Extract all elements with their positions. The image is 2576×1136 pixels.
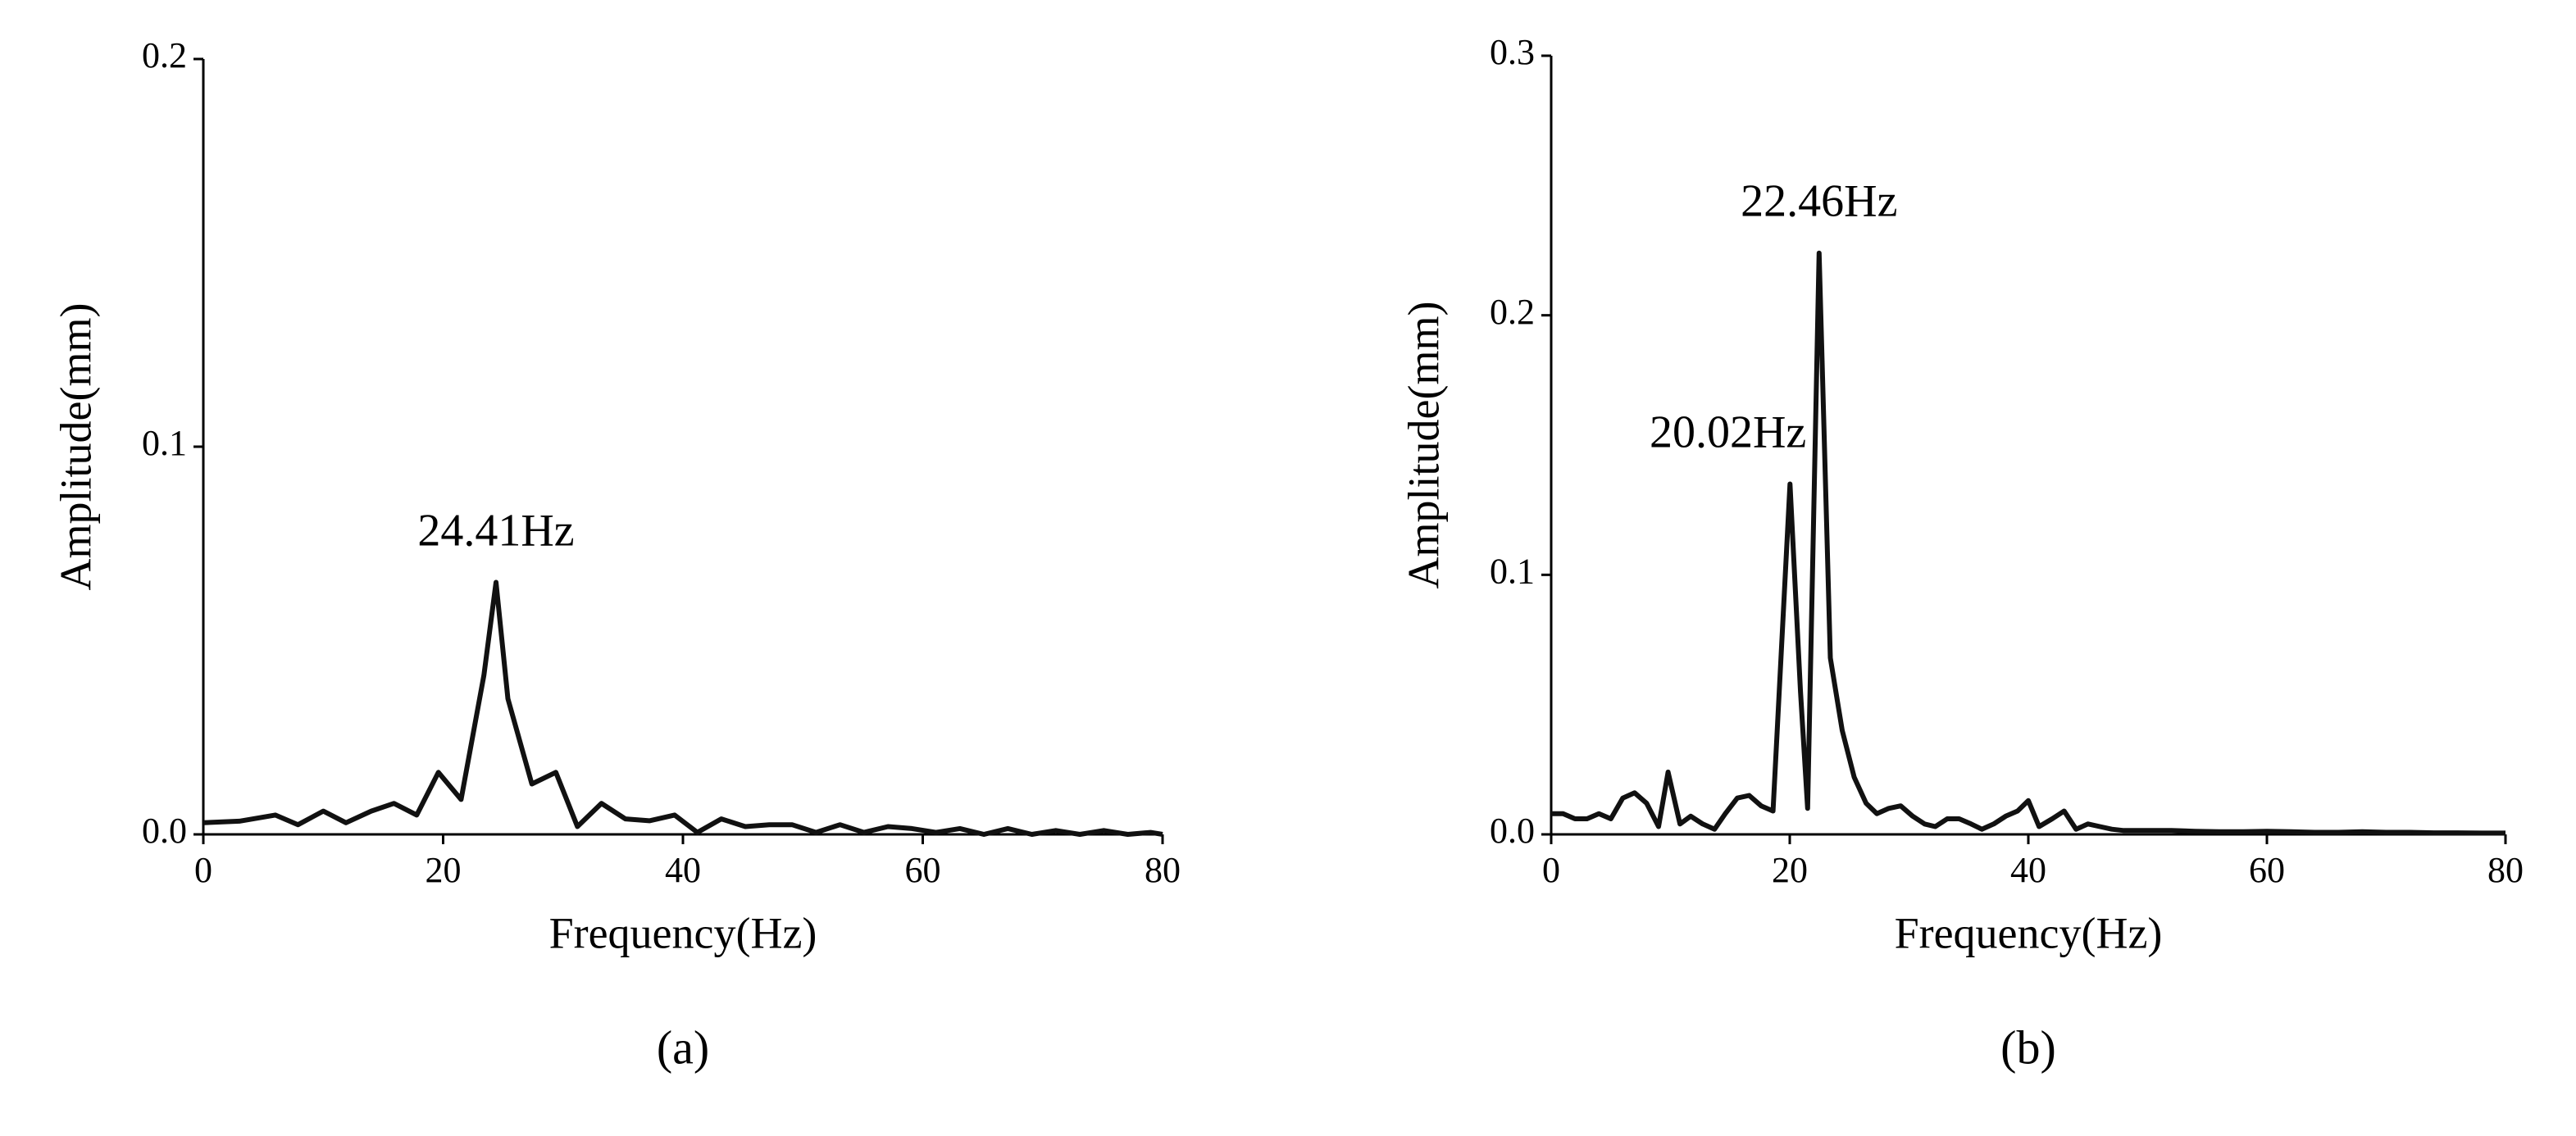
y-tick-label: 0.0 — [142, 811, 187, 851]
x-tick-label: 60 — [2249, 850, 2285, 890]
peak-annotation: 20.02Hz — [1650, 407, 1806, 457]
x-tick-label: 80 — [2487, 850, 2524, 890]
x-tick-label: 0 — [1542, 850, 1560, 890]
y-axis-title: Amplitude(mm) — [1399, 302, 1448, 589]
series-line — [203, 579, 1163, 837]
y-tick-label: 0.2 — [142, 35, 187, 75]
y-tick-label: 0.2 — [1490, 292, 1535, 332]
y-tick-label: 0.1 — [1490, 551, 1535, 591]
x-axis-title: Frequency(Hz) — [1895, 908, 2163, 957]
y-tick-label: 0.3 — [1490, 32, 1535, 72]
panel-label: (a) — [657, 1020, 709, 1074]
series-line — [1551, 250, 2505, 836]
x-tick-label: 0 — [194, 850, 212, 890]
x-tick-label: 20 — [426, 850, 462, 890]
y-tick-label: 0.0 — [1490, 811, 1535, 851]
peak-annotation: 24.41Hz — [417, 505, 574, 556]
x-tick-label: 20 — [1772, 850, 1808, 890]
panel-label: (b) — [2000, 1020, 2056, 1074]
y-tick-label: 0.1 — [142, 423, 187, 463]
x-axis-title: Frequency(Hz) — [549, 908, 817, 957]
x-tick-label: 80 — [1145, 850, 1181, 890]
x-tick-label: 40 — [2010, 850, 2046, 890]
x-tick-label: 40 — [665, 850, 701, 890]
peak-annotation: 22.46Hz — [1741, 176, 1897, 227]
y-axis-title: Amplitude(mm) — [51, 303, 100, 591]
x-tick-label: 60 — [905, 850, 941, 890]
